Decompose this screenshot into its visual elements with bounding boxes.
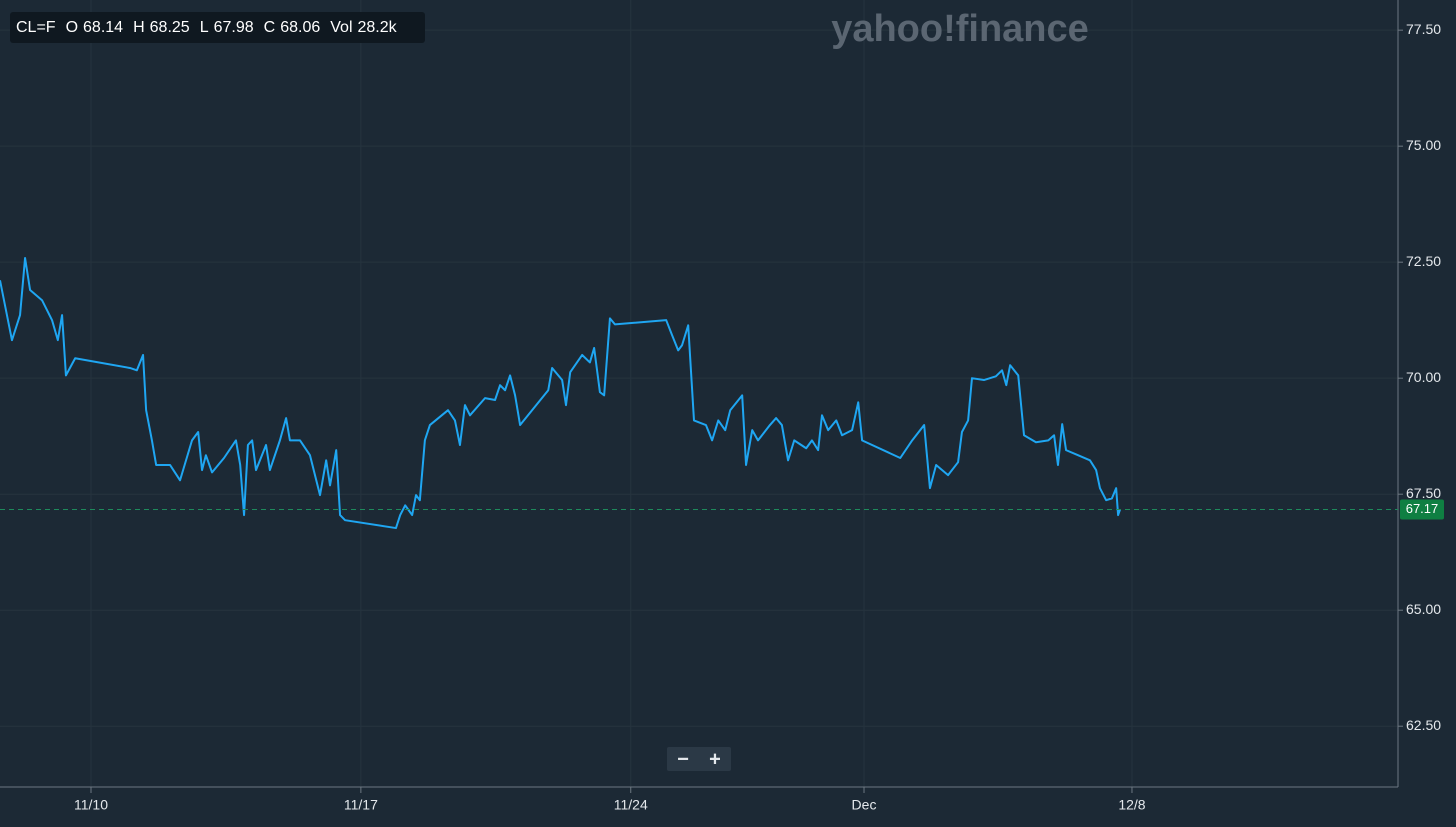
stat-label: H	[133, 19, 145, 36]
stat-value: 68.06	[280, 19, 320, 36]
y-tick-label: 75.00	[1406, 137, 1441, 153]
stat-label: L	[200, 19, 209, 36]
y-tick-label: 62.50	[1406, 717, 1441, 733]
last-price-label: 67.17	[1406, 501, 1439, 516]
header-box	[10, 12, 425, 43]
zoom-in[interactable]: +	[709, 748, 721, 770]
last-price-badge	[1400, 499, 1444, 520]
y-tick-label: 77.50	[1406, 21, 1441, 37]
header: CL=F O 68.14 H 68.25 L 67.98 C 68.06 Vol 28.2k	[16, 19, 398, 36]
x-tick-label: Dec	[852, 797, 877, 813]
stat-value: 28.2k	[358, 19, 398, 36]
y-tick-label: 65.00	[1406, 601, 1441, 617]
grid: 62.50 65.00 67.50 70.00 72.50 75.00 77.50 11/10…	[0, 0, 1441, 813]
x-tick-label: 11/17	[344, 797, 378, 813]
x-tick-label: 11/24	[614, 797, 648, 813]
y-tick-label: 70.00	[1406, 369, 1441, 385]
plot: 67.17	[0, 257, 1444, 530]
stat-label: C	[264, 19, 276, 36]
stat-value: 67.98	[214, 19, 254, 36]
x-tick-label: 12/8	[1118, 797, 1145, 813]
stat-label: O	[66, 19, 78, 36]
x-tick-label: 11/10	[74, 797, 108, 813]
y-tick-label: 67.50	[1406, 485, 1441, 501]
zoom-controls	[667, 747, 731, 771]
stat-value: 68.25	[150, 19, 190, 36]
stat-label: Vol	[330, 19, 352, 36]
symbol: CL=F	[16, 19, 56, 36]
price-line	[0, 257, 1121, 530]
watermark: yahoo!finance	[831, 8, 1089, 50]
y-tick-label: 72.50	[1406, 253, 1441, 269]
stat-value: 68.14	[83, 19, 123, 36]
zoom-out[interactable]: −	[677, 748, 689, 770]
